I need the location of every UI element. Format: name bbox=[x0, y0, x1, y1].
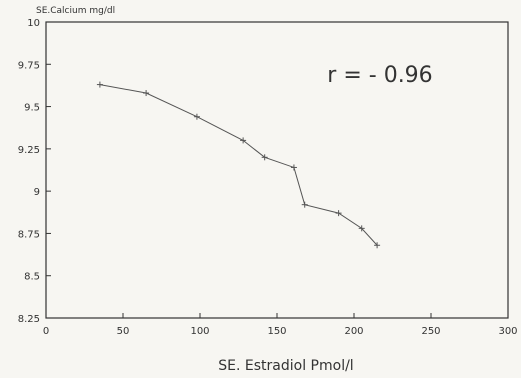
data-point bbox=[290, 164, 297, 171]
x-tick-label: 200 bbox=[344, 326, 363, 337]
data-point bbox=[261, 154, 268, 161]
y-tick-label: 9.5 bbox=[24, 103, 40, 114]
y-axis-title: SE.Calcium mg/dl bbox=[36, 6, 115, 16]
data-point bbox=[335, 210, 342, 217]
data-point bbox=[193, 113, 200, 120]
data-points bbox=[96, 81, 381, 249]
data-point bbox=[358, 225, 365, 232]
data-point bbox=[96, 81, 103, 88]
y-tick-label: 10 bbox=[27, 18, 40, 29]
data-point bbox=[143, 90, 150, 97]
data-point bbox=[374, 242, 381, 249]
x-tick-label: 250 bbox=[421, 326, 440, 337]
data-point bbox=[240, 137, 247, 144]
y-tick-label: 8.5 bbox=[24, 272, 40, 283]
x-tick-label: 150 bbox=[267, 326, 286, 337]
y-tick-label: 9 bbox=[34, 187, 40, 198]
y-tick-label: 9.75 bbox=[18, 60, 40, 71]
plot-frame bbox=[45, 21, 509, 319]
x-tick-label: 100 bbox=[190, 326, 209, 337]
x-tick-label: 50 bbox=[117, 326, 130, 337]
y-tick-label: 9.25 bbox=[18, 145, 40, 156]
x-axis-title: SE. Estradiol Pmol/l bbox=[218, 358, 353, 374]
x-axis-ticks: 0 50 100 150 200 250 300 bbox=[43, 313, 518, 337]
y-tick-label: 8.25 bbox=[18, 314, 40, 325]
series-line bbox=[99, 84, 378, 246]
x-tick-label: 300 bbox=[498, 326, 517, 337]
y-axis-ticks: 8.25 8.5 8.75 9 9.25 9.5 9.75 10 bbox=[18, 18, 51, 325]
correlation-annotation: r = - 0.96 bbox=[327, 63, 432, 88]
data-point bbox=[301, 201, 308, 208]
y-tick-label: 8.75 bbox=[18, 229, 40, 240]
x-tick-label: 0 bbox=[43, 326, 49, 337]
